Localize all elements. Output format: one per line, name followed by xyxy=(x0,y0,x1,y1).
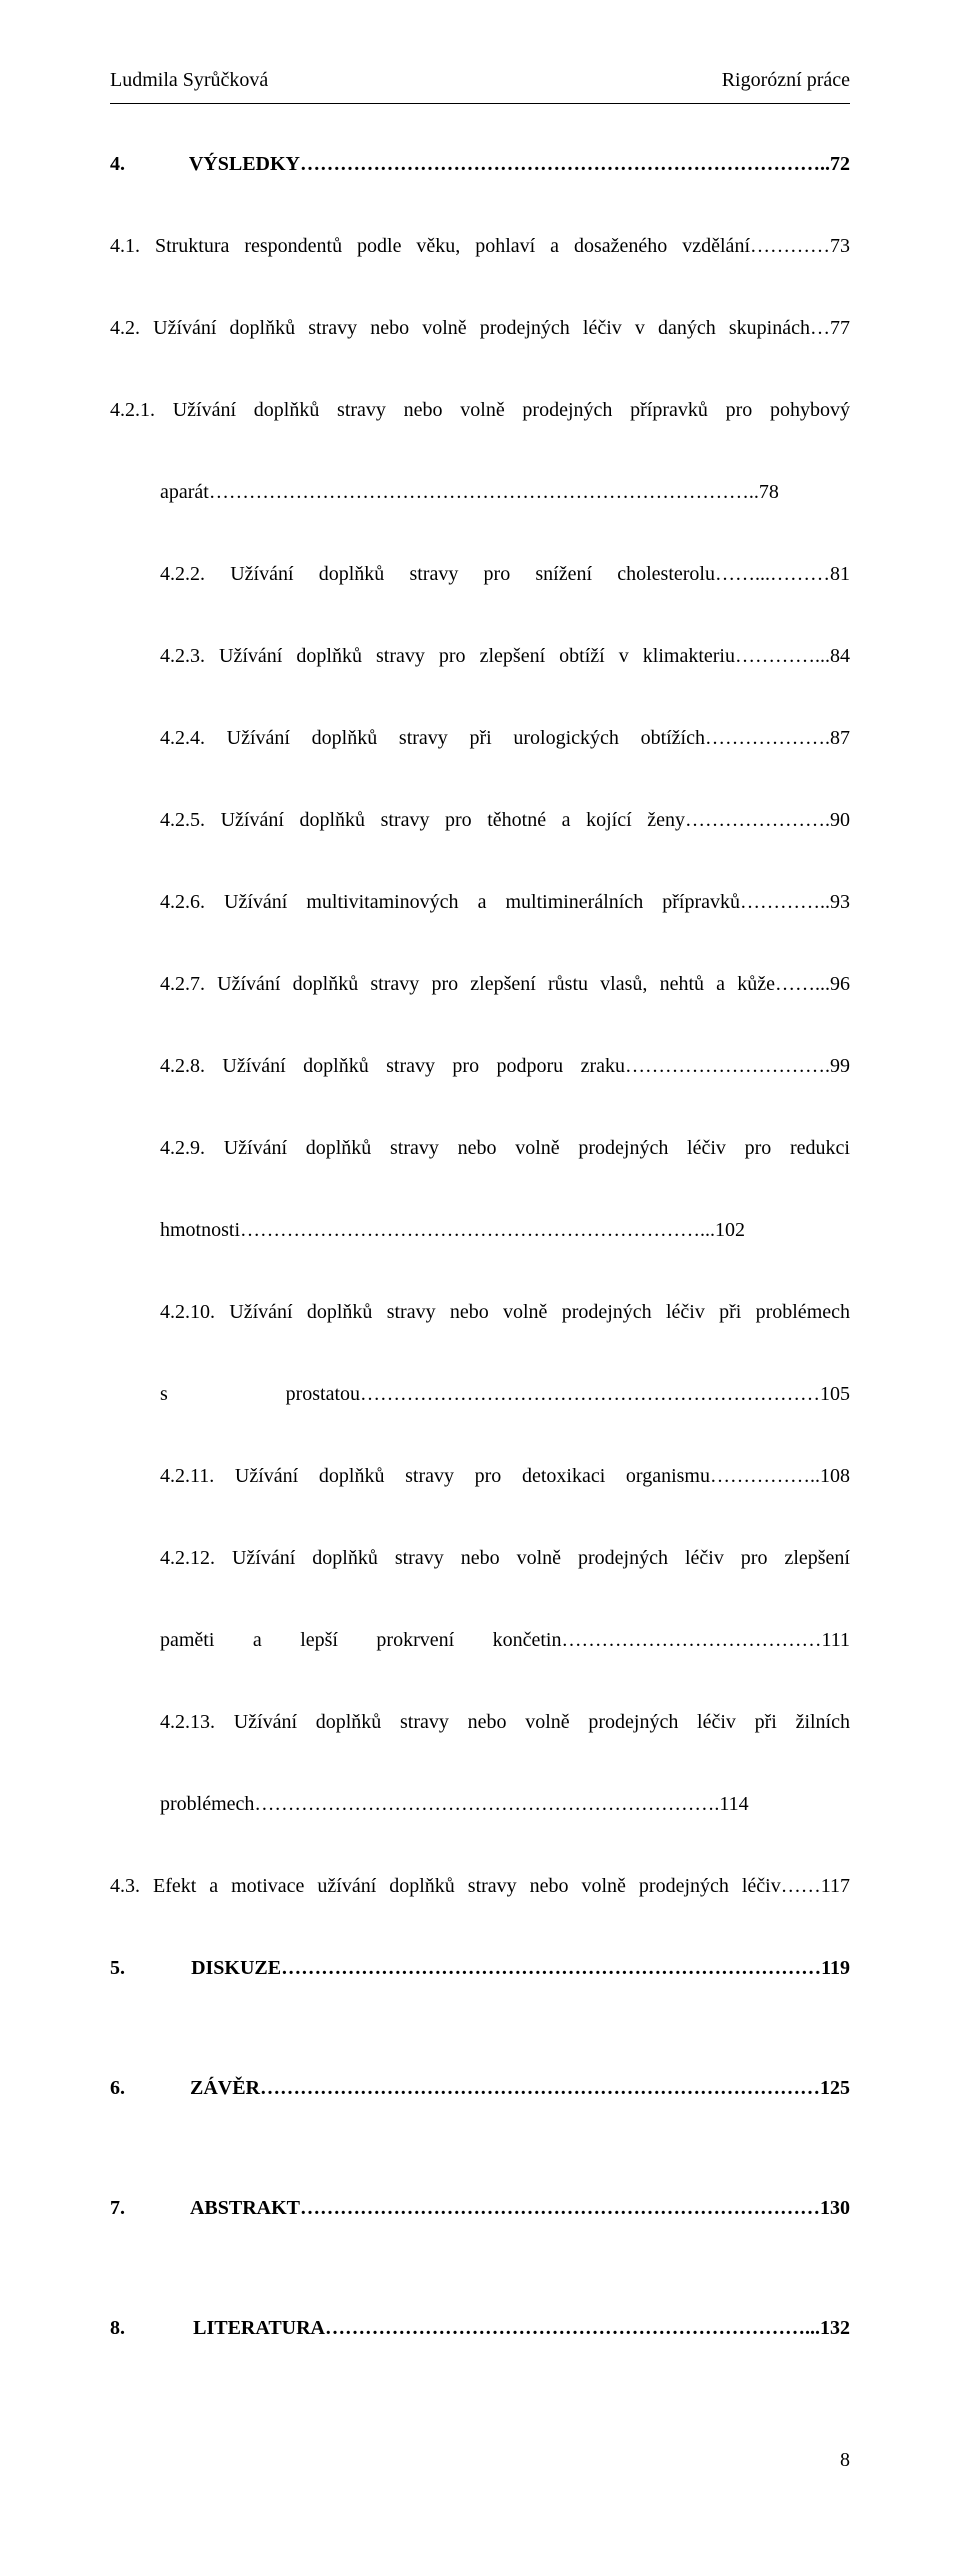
toc-entry: 4.2.9. Užívání doplňků stravy nebo volně… xyxy=(110,1128,850,1210)
page-number: 8 xyxy=(110,2440,850,2481)
header-author: Ludmila Syrůčková xyxy=(110,60,268,101)
toc-entry: 8. LITERATURA………………………………………………………………...… xyxy=(110,2308,850,2390)
toc-entry: s prostatou……………………………………………………………105 xyxy=(110,1374,850,1456)
toc-entry: 4.2.5. Užívání doplňků stravy pro těhotn… xyxy=(110,800,850,882)
toc-entry: 4.2.10. Užívání doplňků stravy nebo voln… xyxy=(110,1292,850,1374)
spacer xyxy=(110,2030,850,2068)
table-of-contents: 4. VÝSLEDKY……………………………………………………………………..7… xyxy=(110,144,850,2390)
toc-entry: 5. DISKUZE………………………………………………………………………119 xyxy=(110,1948,850,2030)
toc-entry: 4.2.12. Užívání doplňků stravy nebo voln… xyxy=(110,1538,850,1620)
toc-entry: 4.2.7. Užívání doplňků stravy pro zlepše… xyxy=(110,964,850,1046)
toc-entry: 4.2.13. Užívání doplňků stravy nebo voln… xyxy=(110,1702,850,1784)
toc-entry: 4.2.4. Užívání doplňků stravy při urolog… xyxy=(110,718,850,800)
running-header: Ludmila Syrůčková Rigorózní práce xyxy=(110,60,850,104)
toc-entry: 4.2.3. Užívání doplňků stravy pro zlepše… xyxy=(110,636,850,718)
header-doctype: Rigorózní práce xyxy=(722,60,850,101)
toc-entry: 7. ABSTRAKT……………………………………………………………………130 xyxy=(110,2188,850,2270)
spacer xyxy=(110,2270,850,2308)
toc-entry: paměti a lepší prokrvení končetin…………………… xyxy=(110,1620,850,1702)
toc-entry: 4. VÝSLEDKY……………………………………………………………………..7… xyxy=(110,144,850,226)
toc-entry: 4.3. Efekt a motivace užívání doplňků st… xyxy=(110,1866,850,1948)
toc-entry: 6. ZÁVĚR…………………………………………………………………………125 xyxy=(110,2068,850,2150)
toc-entry: 4.2.8. Užívání doplňků stravy pro podpor… xyxy=(110,1046,850,1128)
toc-entry: 4.2.2. Užívání doplňků stravy pro snížen… xyxy=(110,554,850,636)
spacer xyxy=(110,2150,850,2188)
toc-entry: 4.1. Struktura respondentů podle věku, p… xyxy=(110,226,850,308)
toc-entry: 4.2.6. Užívání multivitaminových a multi… xyxy=(110,882,850,964)
toc-entry: 4.2.1. Užívání doplňků stravy nebo volně… xyxy=(110,390,850,472)
toc-entry: 4.2.11. Užívání doplňků stravy pro detox… xyxy=(110,1456,850,1538)
toc-entry: aparát………………………………………………………………………..78 xyxy=(110,472,850,554)
toc-entry: 4.2. Užívání doplňků stravy nebo volně p… xyxy=(110,308,850,390)
toc-entry: hmotnosti……………………………………………………………...102 xyxy=(110,1210,850,1292)
toc-entry: problémech…………………………………………………………….114 xyxy=(110,1784,850,1866)
